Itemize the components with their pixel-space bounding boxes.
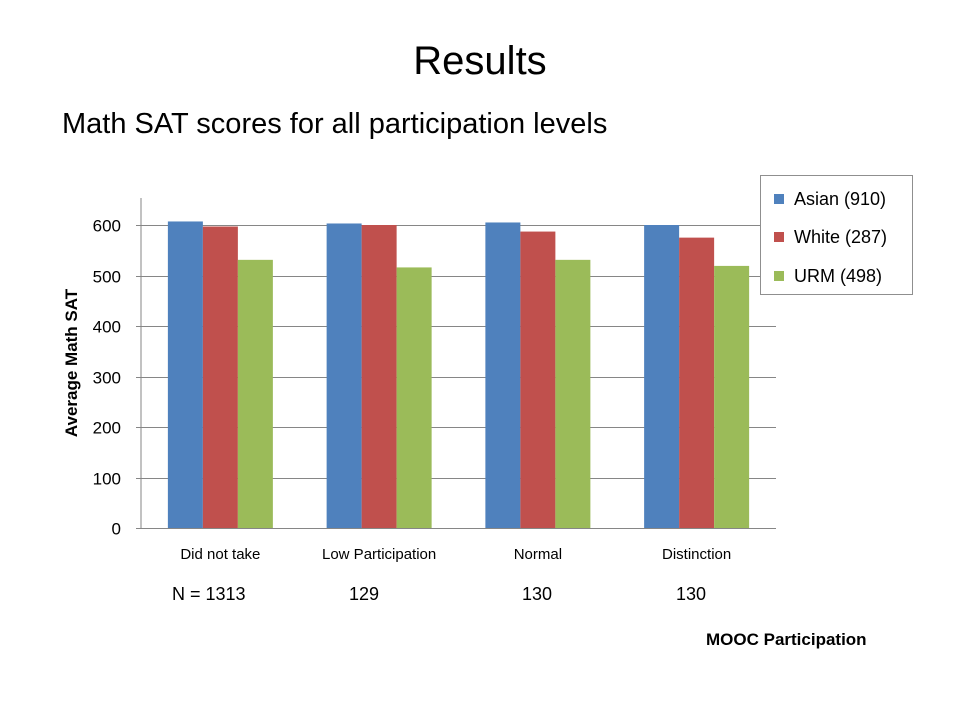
bar-urm-2 (555, 259, 591, 528)
bar-white-2 (520, 231, 556, 528)
bar-asian-3 (644, 225, 680, 528)
y-tick-label-600: 600 (93, 217, 121, 236)
bar-asian-2 (485, 222, 521, 528)
legend-swatch-urm (774, 271, 784, 281)
legend-swatch-white (774, 232, 784, 242)
x-axis-title: MOOC Participation (706, 630, 867, 649)
legend-label-urm: URM (498) (794, 265, 883, 286)
y-tick-label-0: 0 (112, 520, 121, 539)
bar-urm-1 (396, 267, 432, 528)
bar-urm-0 (237, 259, 273, 528)
legend-item-white: White (287) (774, 225, 887, 249)
x-tick-label-1: Low Participation (322, 546, 436, 563)
legend-item-asian: Asian (910) (774, 187, 886, 211)
sample-size-distinction: 130 (676, 584, 707, 604)
y-tick-label-100: 100 (93, 470, 121, 489)
legend-label-white: White (287) (794, 226, 888, 247)
x-tick-label-0: Did not take (180, 546, 260, 563)
y-tick-label-400: 400 (93, 318, 121, 337)
legend-swatch-asian (774, 194, 784, 204)
sample-size-low-participation: 129 (349, 584, 380, 604)
legend-item-urm: URM (498) (774, 264, 882, 288)
legend-label-asian: Asian (910) (794, 188, 887, 209)
y-axis-title: Average Math SAT (62, 288, 81, 438)
sample-size-did-not-take: N = 1313 (172, 584, 246, 604)
sample-size-normal: 130 (522, 584, 553, 604)
x-tick-label-2: Normal (514, 546, 562, 563)
bar-asian-0 (167, 221, 203, 528)
y-tick-label-500: 500 (93, 268, 121, 287)
x-tick-label-3: Distinction (662, 546, 731, 563)
bar-white-0 (202, 226, 238, 528)
y-tick-label-300: 300 (93, 369, 121, 388)
bar-white-3 (679, 237, 715, 528)
chart-legend: Asian (910) White (287) URM (498) (760, 175, 913, 295)
bar-urm-3 (714, 265, 750, 528)
y-tick-label-200: 200 (93, 419, 121, 438)
bar-white-1 (361, 225, 397, 528)
bar-asian-1 (326, 223, 362, 529)
slide-title: Results (413, 39, 547, 83)
slide-subtitle: Math SAT scores for all participation le… (62, 108, 608, 140)
